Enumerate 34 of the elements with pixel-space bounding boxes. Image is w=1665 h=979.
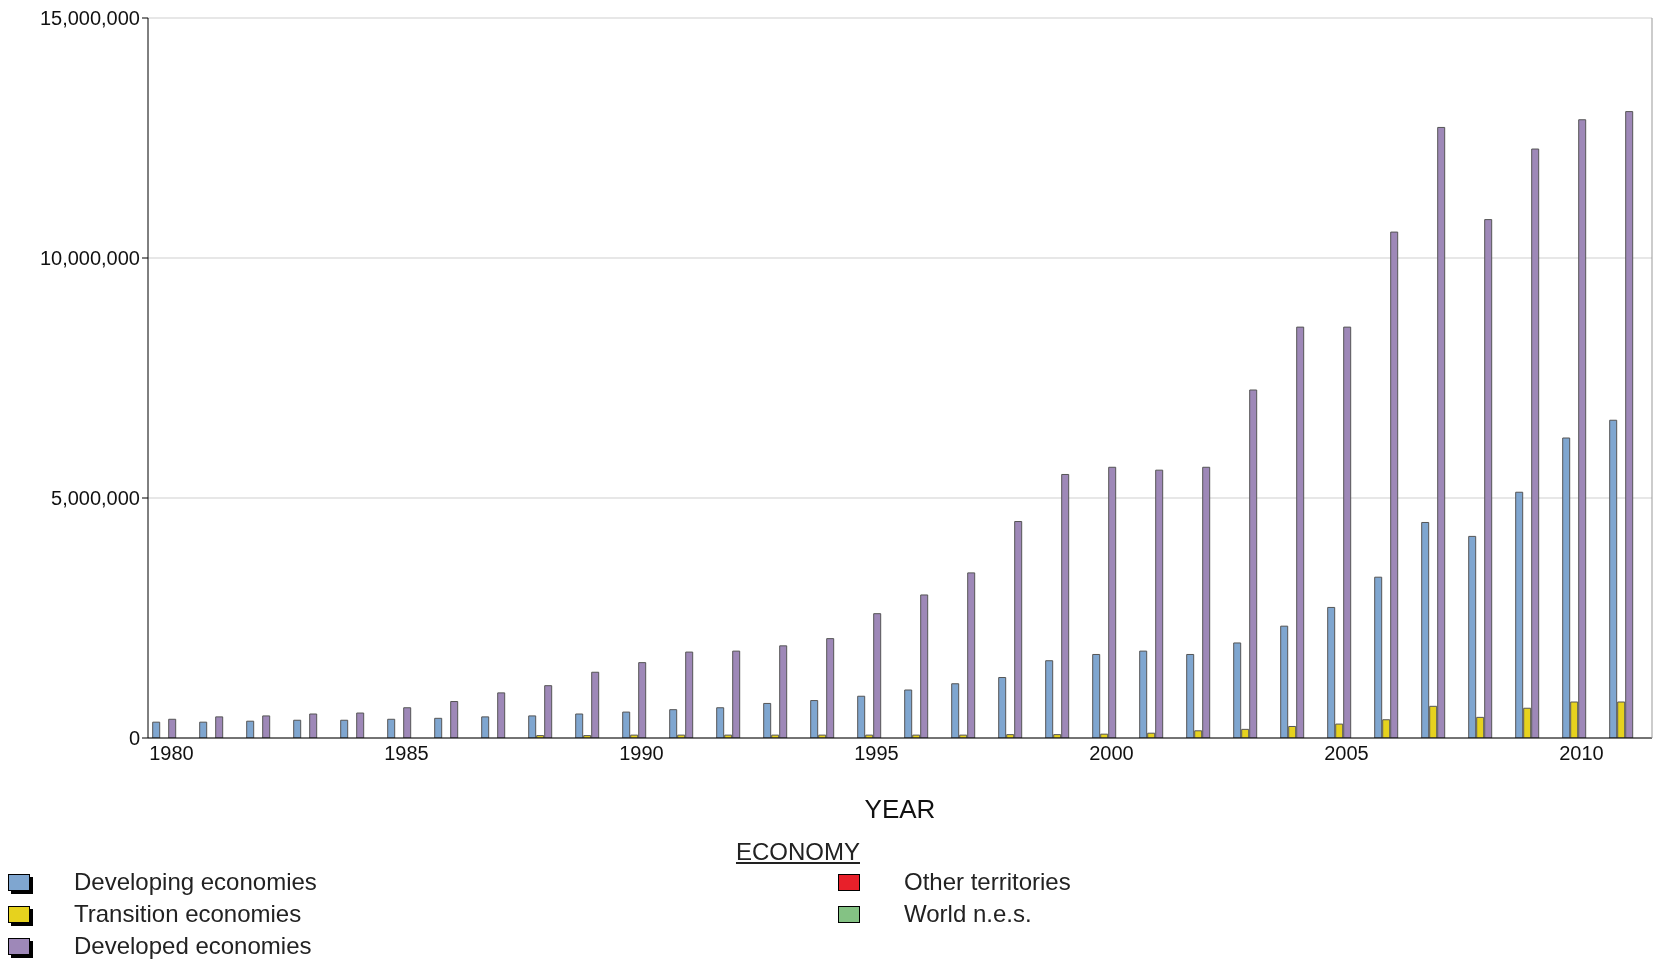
legend-label: Developed economies	[74, 932, 312, 960]
legend-label: Other territories	[904, 868, 1071, 896]
bar	[434, 717, 443, 738]
bar	[481, 716, 490, 738]
y-tick-label: 15,000,000	[39, 7, 140, 30]
bar	[356, 712, 365, 738]
x-tick-label: 2005	[1324, 742, 1369, 765]
x-axis-title: YEAR	[864, 794, 936, 824]
bar	[199, 721, 208, 738]
bar	[262, 715, 271, 738]
x-tick-label: 1985	[384, 742, 429, 765]
bar	[293, 719, 302, 738]
bar	[168, 718, 177, 738]
x-tick-label: 2010	[1559, 742, 1604, 765]
x-tick-label: 2000	[1089, 742, 1134, 765]
x-tick-label: 1990	[619, 742, 664, 765]
bar	[215, 716, 224, 738]
x-tick-label: 1980	[149, 742, 194, 765]
bar	[450, 701, 459, 738]
bar	[152, 721, 161, 738]
bar	[403, 707, 412, 738]
bar	[246, 720, 255, 738]
legend-label: World n.e.s.	[904, 900, 1032, 928]
bar	[340, 719, 349, 738]
y-tick-label: 10,000,000	[39, 247, 140, 270]
x-tick-label: 1995	[854, 742, 899, 765]
bar	[497, 692, 506, 738]
y-tick-label: 0	[128, 727, 140, 750]
legend-title: ECONOMY	[735, 838, 861, 866]
y-tick-label: 5,000,000	[51, 487, 140, 510]
legend-label: Transition economies	[74, 900, 302, 928]
bar	[387, 718, 396, 738]
legend-label: Developing economies	[74, 868, 317, 896]
bar	[309, 713, 318, 738]
